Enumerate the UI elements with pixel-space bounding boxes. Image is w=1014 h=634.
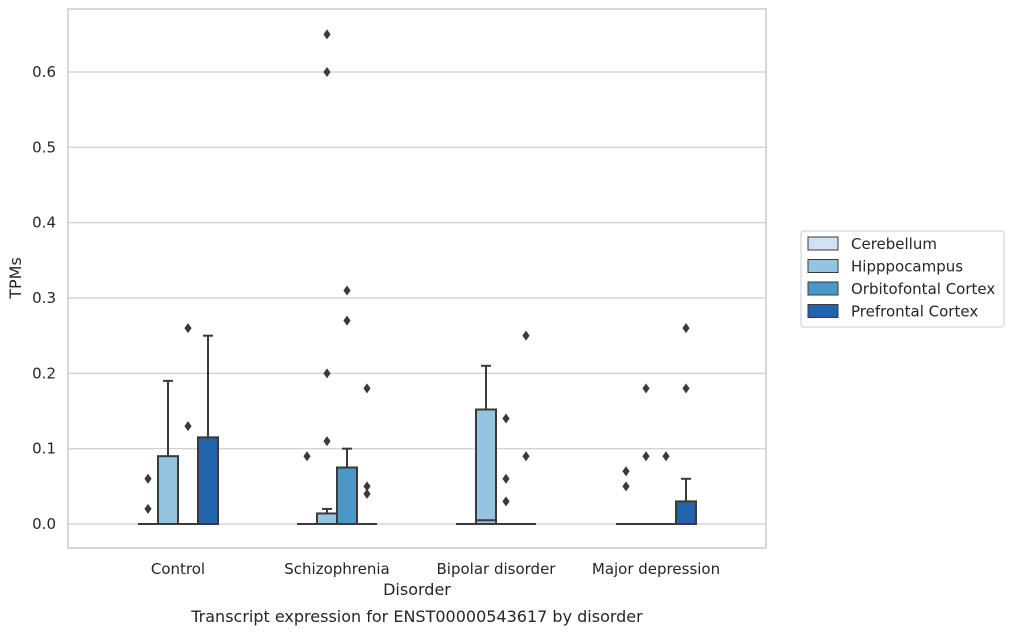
- outlier-point: [502, 496, 510, 507]
- y-axis-label: TPMs: [6, 257, 25, 300]
- box-rect: [675, 500, 697, 525]
- y-tick-label: 0.3: [32, 289, 56, 307]
- outlier-point: [303, 451, 311, 462]
- outlier-point: [323, 368, 331, 379]
- box: [336, 447, 358, 525]
- y-tick-label: 0.6: [32, 63, 56, 81]
- outlier-point: [642, 383, 650, 394]
- legend-label: Orbitofontal Cortex: [851, 280, 995, 298]
- legend-swatch: [807, 281, 839, 296]
- chart-caption: Transcript expression for ENST0000054361…: [190, 607, 643, 626]
- box-rect: [475, 408, 497, 526]
- outlier-point: [522, 330, 530, 341]
- box: [316, 507, 338, 525]
- outlier-points: [144, 29, 690, 514]
- y-tick-labels: 0.0 0.1 0.2 0.3 0.4 0.5 0.6: [32, 63, 56, 533]
- legend-label: Hipppocampus: [851, 258, 963, 276]
- outlier-point: [323, 436, 331, 447]
- legend-item: Prefrontal Cortex: [807, 303, 978, 321]
- legend-item: Orbitofontal Cortex: [807, 280, 995, 298]
- outlier-point: [343, 285, 351, 296]
- box-rect: [316, 512, 338, 525]
- y-tick-label: 0.0: [32, 515, 56, 533]
- x-tick-labels: Control Schizophrenia Bipolar disorder Majo…: [151, 560, 720, 578]
- box: [675, 477, 697, 525]
- outlier-point: [144, 473, 152, 484]
- box: [475, 364, 497, 526]
- legend-label: Cerebellum: [851, 235, 937, 253]
- grid-lines: [68, 71, 766, 525]
- x-axis-label: Disorder: [383, 580, 451, 599]
- outlier-point: [682, 323, 690, 334]
- outlier-point: [682, 383, 690, 394]
- outlier-point: [622, 466, 630, 477]
- box-series: [138, 334, 697, 526]
- outlier-point: [363, 481, 371, 492]
- outlier-point: [502, 473, 510, 484]
- box: [197, 334, 219, 525]
- outlier-point: [642, 451, 650, 462]
- legend-swatch: [807, 236, 839, 251]
- y-tick-label: 0.1: [32, 440, 56, 458]
- legend-swatch: [807, 259, 839, 273]
- outlier-point: [363, 383, 371, 394]
- legend-frame: [800, 230, 1005, 328]
- outlier-point: [144, 503, 152, 514]
- x-tick-label: Schizophrenia: [284, 560, 389, 578]
- outlier-point: [363, 488, 371, 499]
- legend-item: Cerebellum: [807, 235, 937, 253]
- x-tick-label: Major depression: [592, 560, 720, 578]
- box: [157, 379, 179, 526]
- legend-label: Prefrontal Cortex: [851, 303, 978, 321]
- outlier-point: [343, 315, 351, 326]
- box-rect: [336, 466, 358, 525]
- y-tick-label: 0.4: [32, 214, 56, 232]
- y-tick-label: 0.2: [32, 364, 56, 382]
- outlier-point: [323, 29, 331, 40]
- outlier-point: [522, 451, 530, 462]
- box-rect: [197, 436, 219, 525]
- outlier-point: [622, 481, 630, 492]
- x-tick-label: Control: [151, 560, 205, 578]
- legend: Cerebellum Hipppocampus Orbitofontal Corte…: [800, 230, 1005, 328]
- outlier-point: [662, 451, 670, 462]
- box-rect: [157, 455, 179, 526]
- legend-items: Cerebellum Hipppocampus Orbitofontal Corte…: [807, 235, 995, 321]
- outlier-point: [323, 67, 331, 77]
- plot-frame: [67, 8, 767, 549]
- x-tick-label: Bipolar disorder: [437, 560, 557, 578]
- outlier-point: [184, 421, 192, 432]
- legend-swatch: [807, 304, 839, 318]
- outlier-point: [502, 413, 510, 424]
- legend-item: Hipppocampus: [807, 258, 963, 276]
- outlier-point: [184, 323, 192, 334]
- y-tick-label: 0.5: [32, 138, 56, 156]
